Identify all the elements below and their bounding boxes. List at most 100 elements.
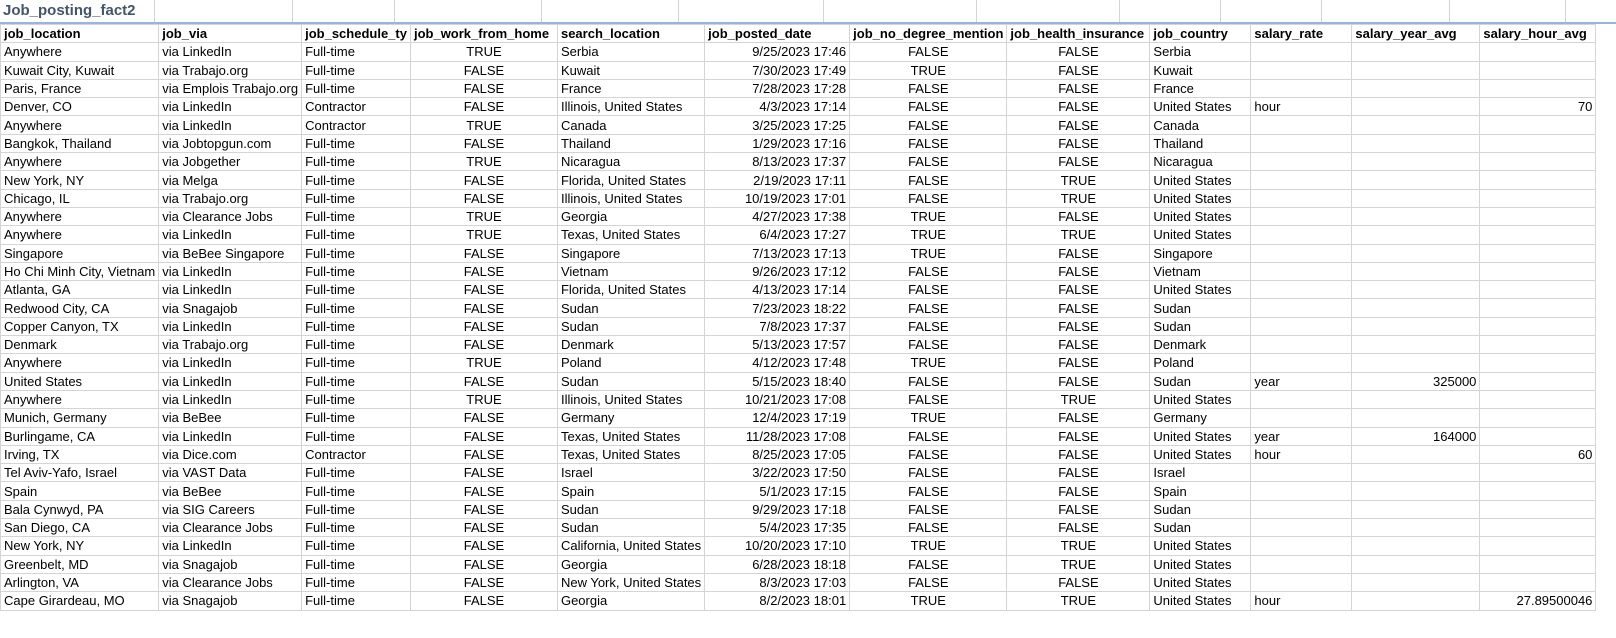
cell-job-via[interactable]: via LinkedIn xyxy=(158,115,303,135)
cell-job-country[interactable]: United States xyxy=(1149,426,1252,446)
cell-job-work-from-home[interactable]: FALSE xyxy=(409,371,558,391)
cell-job-via[interactable]: via VAST Data xyxy=(158,463,303,483)
cell-job-posted-date[interactable]: 4/27/2023 17:38 xyxy=(704,206,851,227)
cell-salary-year-avg[interactable] xyxy=(1351,353,1481,373)
cell-salary-hour-avg[interactable] xyxy=(1479,170,1597,190)
cell-salary-hour-avg[interactable] xyxy=(1479,188,1597,208)
cell-job-posted-date[interactable]: 8/25/2023 17:05 xyxy=(704,444,851,465)
cell-search-location[interactable]: Germany xyxy=(556,408,706,428)
cell-job-location[interactable]: Ho Chi Minh City, Vietnam xyxy=(0,261,160,282)
cell-job-location[interactable]: Kuwait City, Kuwait xyxy=(0,60,160,80)
cell-search-location[interactable]: Sudan xyxy=(556,518,706,538)
cell-salary-year-avg[interactable] xyxy=(1351,243,1481,263)
cell-job-no-degree-mention[interactable]: TRUE xyxy=(849,591,1008,611)
cell-job-no-degree-mention[interactable]: FALSE xyxy=(849,572,1008,593)
cell-job-posted-date[interactable]: 5/15/2023 18:40 xyxy=(704,371,851,391)
cell-job-work-from-home[interactable]: FALSE xyxy=(409,261,558,282)
cell-job-posted-date[interactable]: 9/26/2023 17:12 xyxy=(704,261,851,282)
cell-job-work-from-home[interactable]: FALSE xyxy=(409,499,558,520)
cell-job-posted-date[interactable]: 8/13/2023 17:37 xyxy=(704,152,851,172)
cell-salary-year-avg[interactable] xyxy=(1351,444,1481,465)
empty-cell[interactable] xyxy=(679,0,824,22)
cell-job-health-insurance[interactable]: FALSE xyxy=(1006,206,1151,227)
cell-salary-hour-avg[interactable] xyxy=(1479,298,1597,318)
cell-job-health-insurance[interactable]: FALSE xyxy=(1006,97,1151,117)
empty-cell[interactable] xyxy=(977,0,1120,22)
cell-salary-hour-avg[interactable] xyxy=(1479,481,1597,501)
cell-job-country[interactable]: United States xyxy=(1149,554,1252,574)
cell-job-country[interactable]: Thailand xyxy=(1149,133,1252,154)
cell-search-location[interactable]: Florida, United States xyxy=(556,280,706,300)
cell-job-work-from-home[interactable]: FALSE xyxy=(409,78,558,99)
cell-job-work-from-home[interactable]: FALSE xyxy=(409,97,558,117)
cell-job-health-insurance[interactable]: FALSE xyxy=(1006,408,1151,428)
cell-job-work-from-home[interactable]: FALSE xyxy=(409,280,558,300)
cell-job-via[interactable]: via LinkedIn xyxy=(158,280,303,300)
cell-job-work-from-home[interactable]: TRUE xyxy=(409,353,558,373)
cell-job-health-insurance[interactable]: FALSE xyxy=(1006,280,1151,300)
cell-search-location[interactable]: Singapore xyxy=(556,243,706,263)
cell-job-via[interactable]: via Clearance Jobs xyxy=(158,518,303,538)
cell-salary-hour-avg[interactable] xyxy=(1479,42,1597,62)
cell-job-country[interactable]: France xyxy=(1149,78,1252,99)
cell-job-work-from-home[interactable]: FALSE xyxy=(409,316,558,337)
cell-salary-year-avg[interactable] xyxy=(1351,42,1481,62)
cell-job-posted-date[interactable]: 3/25/2023 17:25 xyxy=(704,115,851,135)
cell-salary-year-avg[interactable] xyxy=(1351,536,1481,556)
cell-job-country[interactable]: United States xyxy=(1149,444,1252,465)
cell-job-via[interactable]: via Clearance Jobs xyxy=(158,206,303,227)
cell-salary-hour-avg[interactable] xyxy=(1479,280,1597,300)
cell-job-via[interactable]: via Snagajob xyxy=(158,298,303,318)
column-header-job-no-degree-mention[interactable]: job_no_degree_mention xyxy=(849,23,1008,44)
cell-job-health-insurance[interactable]: FALSE xyxy=(1006,243,1151,263)
cell-job-no-degree-mention[interactable]: FALSE xyxy=(849,499,1008,520)
cell-salary-rate[interactable] xyxy=(1250,225,1353,245)
cell-job-no-degree-mention[interactable]: FALSE xyxy=(849,42,1008,62)
cell-salary-year-avg[interactable] xyxy=(1351,115,1481,135)
cell-job-schedule-ty[interactable]: Full-time xyxy=(301,518,411,538)
cell-job-posted-date[interactable]: 5/13/2023 17:57 xyxy=(704,335,851,355)
cell-job-health-insurance[interactable]: FALSE xyxy=(1006,78,1151,99)
cell-job-work-from-home[interactable]: FALSE xyxy=(409,426,558,446)
cell-search-location[interactable]: Georgia xyxy=(556,206,706,227)
cell-salary-rate[interactable] xyxy=(1250,280,1353,300)
cell-salary-year-avg[interactable] xyxy=(1351,316,1481,337)
cell-job-schedule-ty[interactable]: Contractor xyxy=(301,97,411,117)
cell-job-work-from-home[interactable]: FALSE xyxy=(409,572,558,593)
column-header-job-location[interactable]: job_location xyxy=(0,23,160,44)
empty-cell[interactable] xyxy=(395,0,542,22)
cell-search-location[interactable]: Illinois, United States xyxy=(556,97,706,117)
cell-job-location[interactable]: Burlingame, CA xyxy=(0,426,160,446)
cell-salary-rate[interactable]: hour xyxy=(1250,591,1353,611)
cell-job-via[interactable]: via LinkedIn xyxy=(158,261,303,282)
cell-job-no-degree-mention[interactable]: FALSE xyxy=(849,188,1008,208)
cell-salary-rate[interactable] xyxy=(1250,206,1353,227)
cell-salary-rate[interactable] xyxy=(1250,152,1353,172)
cell-salary-hour-avg[interactable] xyxy=(1479,133,1597,154)
cell-salary-year-avg[interactable] xyxy=(1351,389,1481,410)
cell-job-no-degree-mention[interactable]: FALSE xyxy=(849,78,1008,99)
cell-job-schedule-ty[interactable]: Full-time xyxy=(301,42,411,62)
cell-job-location[interactable]: Paris, France xyxy=(0,78,160,99)
cell-job-posted-date[interactable]: 10/21/2023 17:08 xyxy=(704,389,851,410)
cell-job-location[interactable]: Denmark xyxy=(0,335,160,355)
cell-salary-rate[interactable] xyxy=(1250,115,1353,135)
cell-job-health-insurance[interactable]: FALSE xyxy=(1006,133,1151,154)
cell-salary-hour-avg[interactable] xyxy=(1479,408,1597,428)
cell-job-location[interactable]: Anywhere xyxy=(0,225,160,245)
cell-salary-rate[interactable] xyxy=(1250,170,1353,190)
column-header-salary-hour-avg[interactable]: salary_hour_avg xyxy=(1479,23,1597,44)
cell-salary-hour-avg[interactable] xyxy=(1479,152,1597,172)
cell-job-posted-date[interactable]: 7/8/2023 17:37 xyxy=(704,316,851,337)
column-header-job-posted-date[interactable]: job_posted_date xyxy=(704,23,851,44)
cell-salary-rate[interactable] xyxy=(1250,481,1353,501)
cell-salary-year-avg[interactable] xyxy=(1351,206,1481,227)
cell-job-schedule-ty[interactable]: Full-time xyxy=(301,280,411,300)
cell-job-posted-date[interactable]: 9/25/2023 17:46 xyxy=(704,42,851,62)
cell-job-work-from-home[interactable]: TRUE xyxy=(409,225,558,245)
cell-job-no-degree-mention[interactable]: FALSE xyxy=(849,170,1008,190)
cell-salary-hour-avg[interactable] xyxy=(1479,426,1597,446)
cell-job-via[interactable]: via Trabajo.org xyxy=(158,60,303,80)
cell-salary-hour-avg[interactable] xyxy=(1479,536,1597,556)
cell-job-posted-date[interactable]: 8/3/2023 17:03 xyxy=(704,572,851,593)
